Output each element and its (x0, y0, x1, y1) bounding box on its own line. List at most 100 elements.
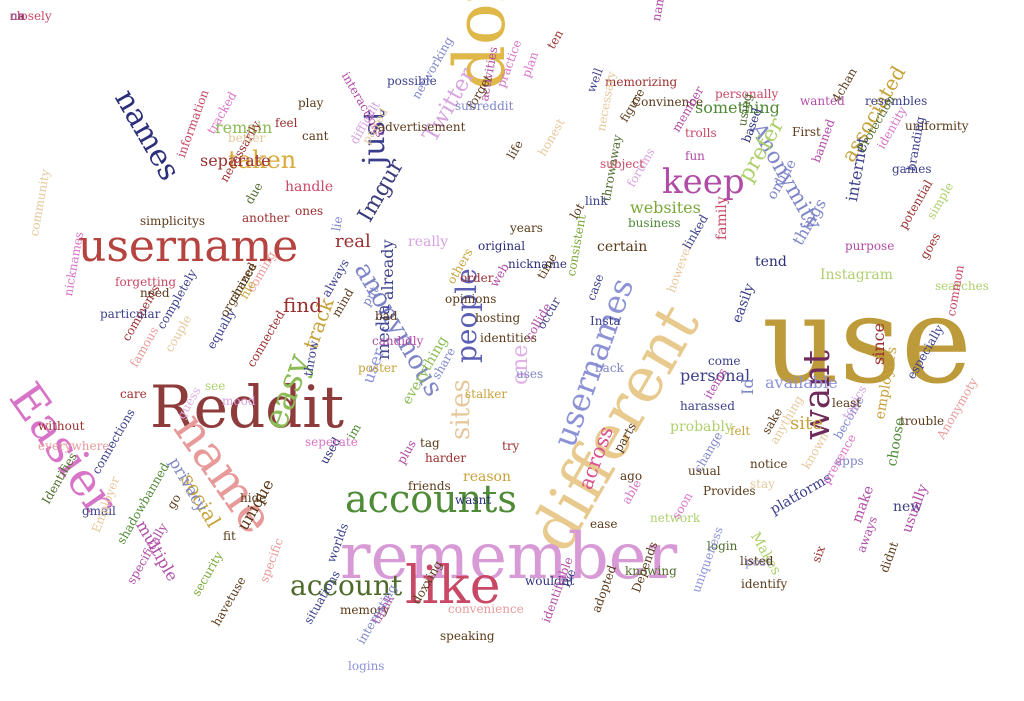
word-stay: stay (750, 477, 775, 491)
word-tend: tend (755, 254, 787, 270)
word-forgetting: forgetting (115, 275, 177, 289)
word-years: years (510, 221, 543, 235)
word-poster: poster (358, 361, 397, 375)
word-real: real (335, 231, 371, 252)
word-tag: tag (420, 436, 440, 450)
word-opinions: opinions (445, 292, 497, 306)
word-see: see (205, 379, 226, 393)
word-uses: uses (516, 367, 544, 381)
word-websites: websites (630, 198, 701, 217)
word-advertisement: advertisement (378, 120, 466, 134)
word-due: due (242, 180, 266, 207)
word-convenience: convenience (448, 602, 524, 616)
word-fun: fun (685, 149, 705, 163)
word-link: link (585, 194, 608, 208)
word-namenickname: namenickname (649, 0, 679, 22)
word-consistent: consistent (564, 213, 589, 278)
word-imgur: Imgur (353, 154, 410, 227)
word-family: family (714, 196, 730, 240)
word-plan: plan (519, 49, 542, 80)
word-speaking: speaking (440, 629, 495, 643)
word-wouldnt: wouldnt (525, 574, 575, 588)
word-original: original (478, 239, 526, 253)
word-ago: ago (620, 469, 643, 483)
word-possible: possible (387, 74, 437, 88)
word-back: back (595, 361, 624, 375)
word-id: Id (738, 378, 757, 395)
word-site: site (790, 413, 823, 434)
word-logins: logins (348, 659, 385, 673)
word-personal: personal (680, 366, 751, 385)
word-without: without (38, 419, 85, 433)
word-go: go (164, 491, 184, 512)
word-uniqueness: uniqueness (689, 524, 726, 595)
word-memorizing: memorizing (605, 75, 678, 89)
word-lie: lie (329, 215, 346, 233)
word-usual: usual (688, 464, 721, 478)
word-candidly: candidly (372, 334, 424, 348)
word-everywhere: everywhere (38, 439, 110, 453)
word-come: come (708, 354, 741, 368)
word-friends: friends (408, 479, 451, 493)
word-subject: subject (600, 157, 644, 171)
word-reddit: Reddit (150, 373, 345, 441)
word-simplicitys: simplicitys (140, 214, 206, 228)
word-web: web (487, 260, 512, 290)
word-keep: keep (662, 162, 745, 202)
word-something: something (695, 98, 780, 117)
word-linked: linked (680, 212, 711, 252)
word-available: available (765, 373, 838, 392)
word-apps: apps (835, 454, 864, 468)
word-resembles: resembles (865, 94, 928, 108)
word-hide: hide (240, 491, 267, 505)
word-ten: ten (544, 27, 567, 52)
word-notice: notice (750, 457, 788, 471)
word-order: order (460, 271, 494, 285)
word-occur: occur (534, 294, 564, 332)
word-ease: ease (590, 517, 618, 531)
word-better: better (228, 131, 266, 145)
word-handle: handle (285, 179, 334, 195)
word-login: login (707, 539, 738, 553)
word-trouble: trouble (900, 414, 945, 428)
word-security: security (189, 549, 226, 599)
word-community: community (27, 168, 53, 238)
word-username: username (78, 221, 299, 272)
word-subreddit: subreddit (455, 99, 514, 113)
word-hosting: hosting (475, 311, 521, 325)
word-business: business (628, 216, 681, 230)
word-identify: identify (741, 577, 788, 591)
word-try: try (502, 439, 520, 453)
word-bad: bad (375, 309, 398, 323)
word-network: network (650, 511, 701, 525)
word-gmail: gmail (82, 504, 116, 518)
word-taken: taken (228, 146, 297, 174)
word-instagram: Instagram (820, 267, 893, 283)
word-six: six (809, 543, 828, 565)
word-purpose: purpose (845, 239, 895, 253)
word-trolls: trolls (685, 126, 717, 140)
word-ones: ones (295, 204, 324, 218)
word-uniformity: uniformity (905, 119, 969, 133)
word-plus: plus (394, 437, 419, 467)
word-accounts: accounts (345, 477, 517, 521)
word-remain: remain (215, 118, 273, 137)
word-un: un (10, 9, 26, 23)
word-memory: memory (340, 603, 390, 617)
word-find: find (283, 293, 323, 317)
word-identities: identities (480, 331, 537, 345)
word-wasnt: wasnt (455, 493, 492, 507)
word-fit: fit (223, 529, 236, 543)
word-use: use (762, 272, 972, 411)
word-separate: separate (200, 151, 271, 170)
word-particular: particular (100, 307, 161, 321)
word-play: play (298, 96, 324, 110)
word-mood: mood (222, 394, 256, 408)
word-stalker: stalker (465, 387, 508, 401)
word-life: life (504, 137, 526, 162)
word-havetuse: havetuse (209, 574, 249, 629)
word-personally: personally (715, 87, 779, 101)
word-harder: harder (425, 451, 467, 465)
word-didnt: didnt (877, 539, 902, 575)
word-another: another (242, 211, 290, 225)
